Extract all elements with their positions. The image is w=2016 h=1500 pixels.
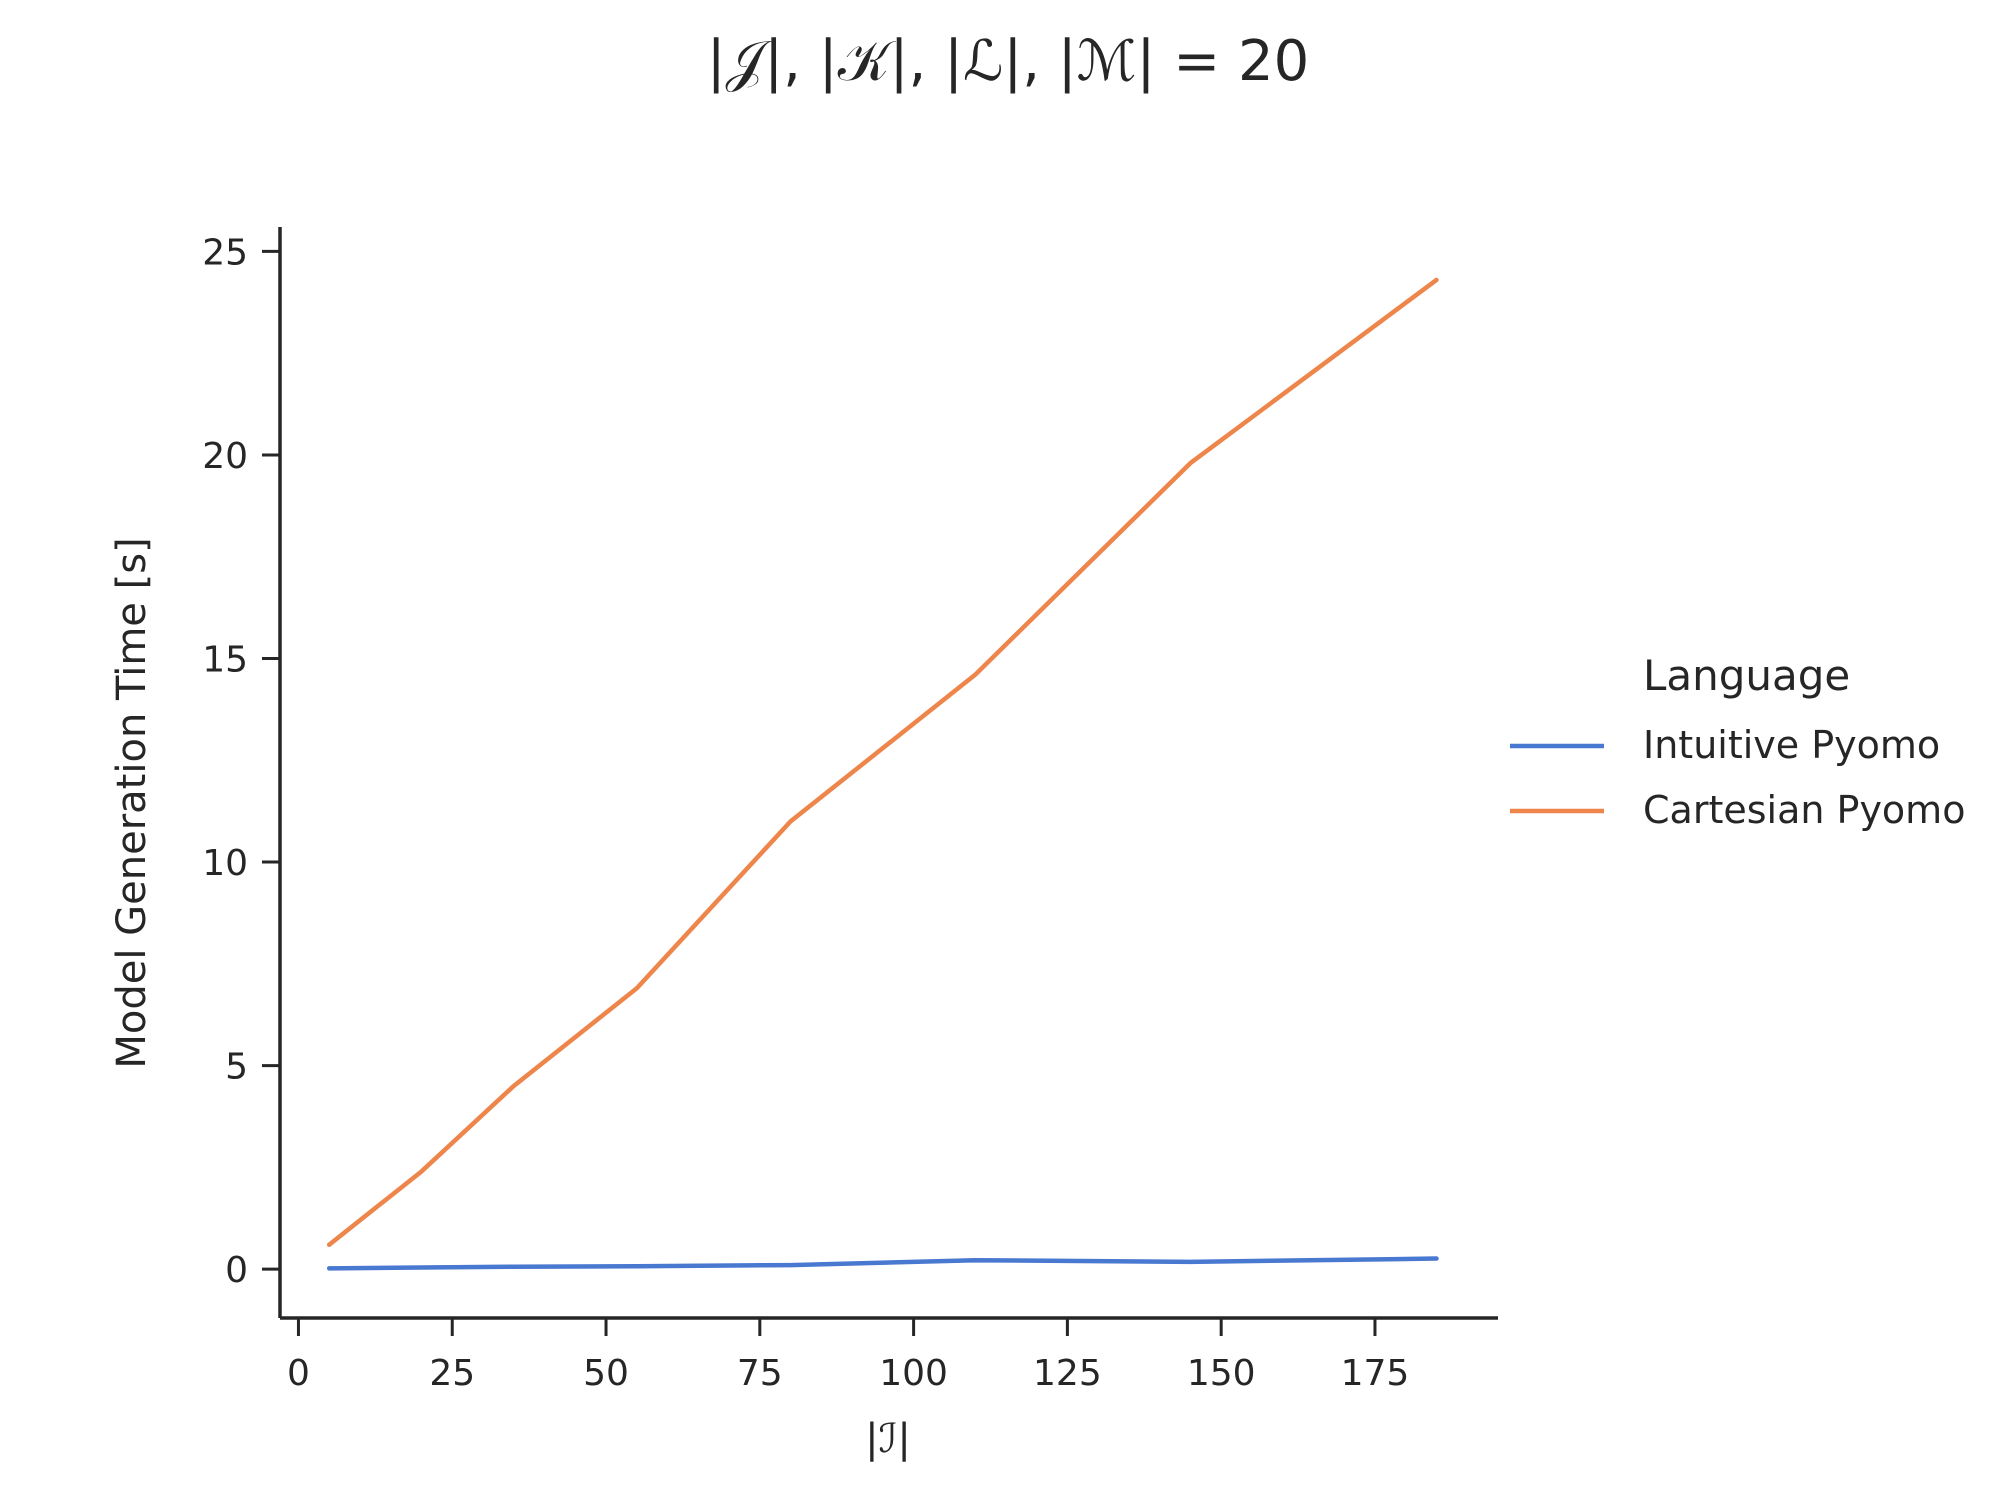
y-tick-label-5: 5 bbox=[225, 1047, 248, 1088]
x-tick-label-75: 75 bbox=[737, 1353, 783, 1394]
axes-layer: 0 25 50 75 100 125 150 175 0 5 10 15 20 25 bbox=[202, 227, 1498, 1394]
x-tick-label-150: 150 bbox=[1187, 1353, 1256, 1394]
x-tick-label-0: 0 bbox=[287, 1353, 310, 1394]
x-tick-label-125: 125 bbox=[1033, 1353, 1102, 1394]
plot-layer bbox=[326, 277, 1439, 1271]
series-line-cartesian-pyomo bbox=[326, 277, 1439, 1247]
y-tick-label-0: 0 bbox=[225, 1250, 248, 1291]
y-tick-label-10: 10 bbox=[202, 843, 248, 884]
y-tick-label-20: 20 bbox=[202, 436, 248, 477]
series-line-intuitive-pyomo bbox=[326, 1256, 1439, 1271]
y-tick-label-25: 25 bbox=[202, 232, 248, 273]
y-tick-label-15: 15 bbox=[202, 640, 248, 681]
y-axis-label: Model Generation Time [s] bbox=[109, 537, 155, 1068]
legend-label-cartesian-pyomo: Cartesian Pyomo bbox=[1643, 788, 1965, 832]
legend-title: Language bbox=[1643, 651, 1850, 700]
x-tick-label-50: 50 bbox=[583, 1353, 629, 1394]
y-axis-label-group: Model Generation Time [s] bbox=[109, 537, 155, 1068]
x-tick-label-100: 100 bbox=[879, 1353, 948, 1394]
x-tick-label-25: 25 bbox=[429, 1353, 475, 1394]
chart-title: |𝒥|, |𝒦|, |ℒ|, |ℳ| = 20 bbox=[707, 29, 1309, 94]
legend: Language Intuitive Pyomo Cartesian Pyomo bbox=[1510, 651, 1965, 832]
legend-label-intuitive-pyomo: Intuitive Pyomo bbox=[1643, 723, 1940, 767]
x-axis-label: |ℐ| bbox=[865, 1416, 911, 1462]
x-tick-label-175: 175 bbox=[1341, 1353, 1410, 1394]
